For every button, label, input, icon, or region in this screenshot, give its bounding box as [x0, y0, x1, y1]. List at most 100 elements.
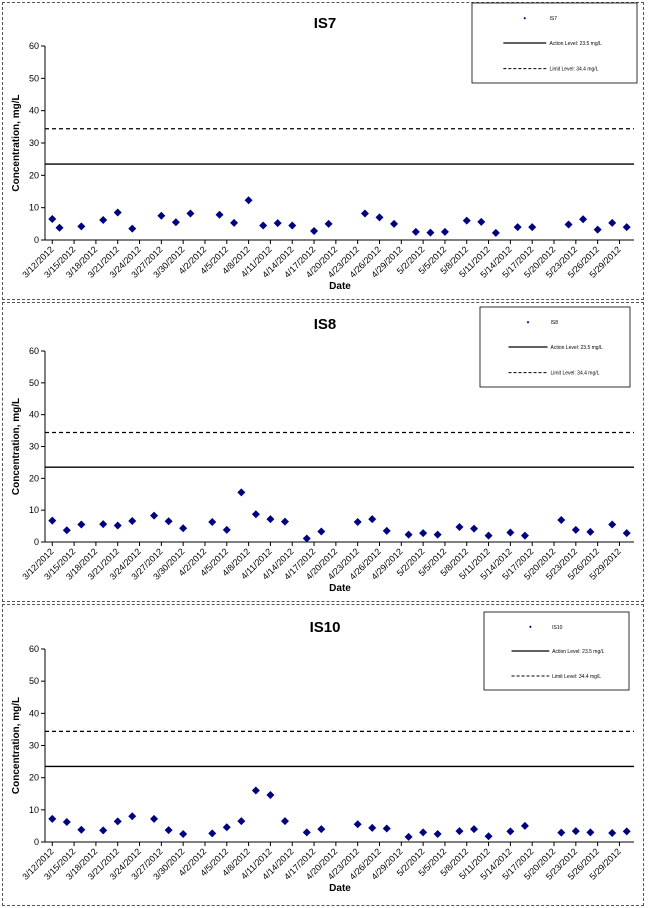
data-point	[55, 223, 64, 232]
y-tick-label: 0	[34, 537, 39, 547]
data-point	[302, 828, 311, 837]
y-axis-label: Concentration, mg/L	[11, 398, 22, 495]
y-tick-label: 40	[29, 106, 39, 116]
data-point	[586, 828, 595, 837]
chart-title: IS8	[314, 316, 337, 333]
legend-label: Action Level: 23.5 mg/L	[552, 649, 604, 655]
data-point	[557, 516, 566, 525]
y-tick-label: 10	[29, 805, 39, 815]
data-point	[273, 219, 282, 228]
y-tick-label: 20	[29, 473, 39, 483]
data-point	[99, 520, 108, 529]
data-point	[455, 523, 464, 532]
data-point	[404, 832, 413, 841]
data-point	[244, 196, 253, 205]
data-point	[171, 218, 180, 227]
y-tick-label: 20	[29, 170, 39, 180]
data-point	[164, 517, 173, 526]
data-point	[353, 820, 362, 829]
legend-box	[471, 2, 638, 84]
data-point	[310, 226, 319, 235]
legend-label: Action Level: 23.5 mg/L	[551, 345, 603, 351]
data-point	[360, 209, 369, 218]
data-point	[302, 534, 311, 543]
data-point	[324, 219, 333, 228]
data-point	[622, 529, 631, 538]
data-point	[113, 521, 122, 530]
y-tick-label: 10	[29, 505, 39, 515]
data-point	[375, 213, 384, 222]
y-tick-label: 10	[29, 203, 39, 213]
data-point	[150, 511, 159, 520]
data-point	[266, 515, 275, 524]
chart-panel-is8: IS8 0 10 20 30 40 50 60 3/12/2012 3/15/2012 3/18/2…	[2, 302, 644, 602]
data-point	[608, 218, 617, 227]
data-point	[571, 525, 580, 534]
data-point	[426, 228, 435, 237]
y-axis-label: Concentration, mg/L	[11, 697, 22, 794]
data-point	[419, 529, 428, 538]
y-tick-label: 50	[29, 378, 39, 388]
data-point	[491, 228, 500, 237]
data-point	[419, 828, 428, 837]
data-point	[99, 215, 108, 224]
chart-title: IS7	[314, 15, 337, 32]
data-point	[266, 791, 275, 800]
y-tick-label: 40	[29, 410, 39, 420]
data-point	[382, 824, 391, 833]
data-point	[251, 510, 260, 519]
data-point	[208, 829, 217, 838]
x-axis-label: Date	[329, 583, 351, 594]
legend-label: Limit Level: 34.4 mg/L	[552, 674, 601, 680]
data-point	[470, 825, 479, 834]
legend-label: Limit Level: 34.4 mg/L	[550, 67, 599, 73]
data-point	[622, 223, 631, 232]
data-point	[557, 828, 566, 837]
data-point	[157, 211, 166, 220]
legend-label: Action Level: 23.5 mg/L	[550, 41, 602, 47]
data-point	[440, 227, 449, 236]
data-point	[237, 817, 246, 826]
data-point	[62, 818, 71, 827]
data-point	[506, 827, 515, 836]
y-tick-label: 60	[29, 346, 39, 356]
data-point	[382, 526, 391, 535]
legend-label: IS10	[552, 625, 563, 631]
data-point	[608, 520, 617, 529]
data-point	[528, 223, 537, 232]
data-point	[433, 530, 442, 539]
y-tick-label: 0	[34, 837, 39, 847]
data-point	[462, 216, 471, 225]
data-point	[455, 827, 464, 836]
data-point	[513, 223, 522, 232]
data-point	[128, 812, 137, 821]
legend-label: IS8	[551, 320, 559, 326]
data-point	[48, 214, 57, 223]
data-point	[215, 210, 224, 219]
data-point	[477, 217, 486, 226]
data-point	[186, 209, 195, 218]
y-tick-label: 50	[29, 73, 39, 83]
data-point	[62, 526, 71, 535]
data-point	[368, 823, 377, 832]
data-point	[317, 527, 326, 536]
data-point	[520, 821, 529, 830]
data-point	[484, 832, 493, 841]
x-axis-label: Date	[329, 883, 351, 894]
data-point	[48, 516, 57, 525]
y-tick-label: 0	[34, 235, 39, 245]
data-point	[230, 218, 239, 227]
data-point	[317, 825, 326, 834]
y-tick-label: 60	[29, 41, 39, 51]
data-point	[608, 828, 617, 837]
data-point	[77, 825, 86, 834]
data-point	[484, 531, 493, 540]
data-point	[353, 517, 362, 526]
data-point	[288, 221, 297, 230]
legend-marker	[529, 625, 532, 629]
data-point	[368, 515, 377, 524]
data-point	[128, 224, 137, 233]
